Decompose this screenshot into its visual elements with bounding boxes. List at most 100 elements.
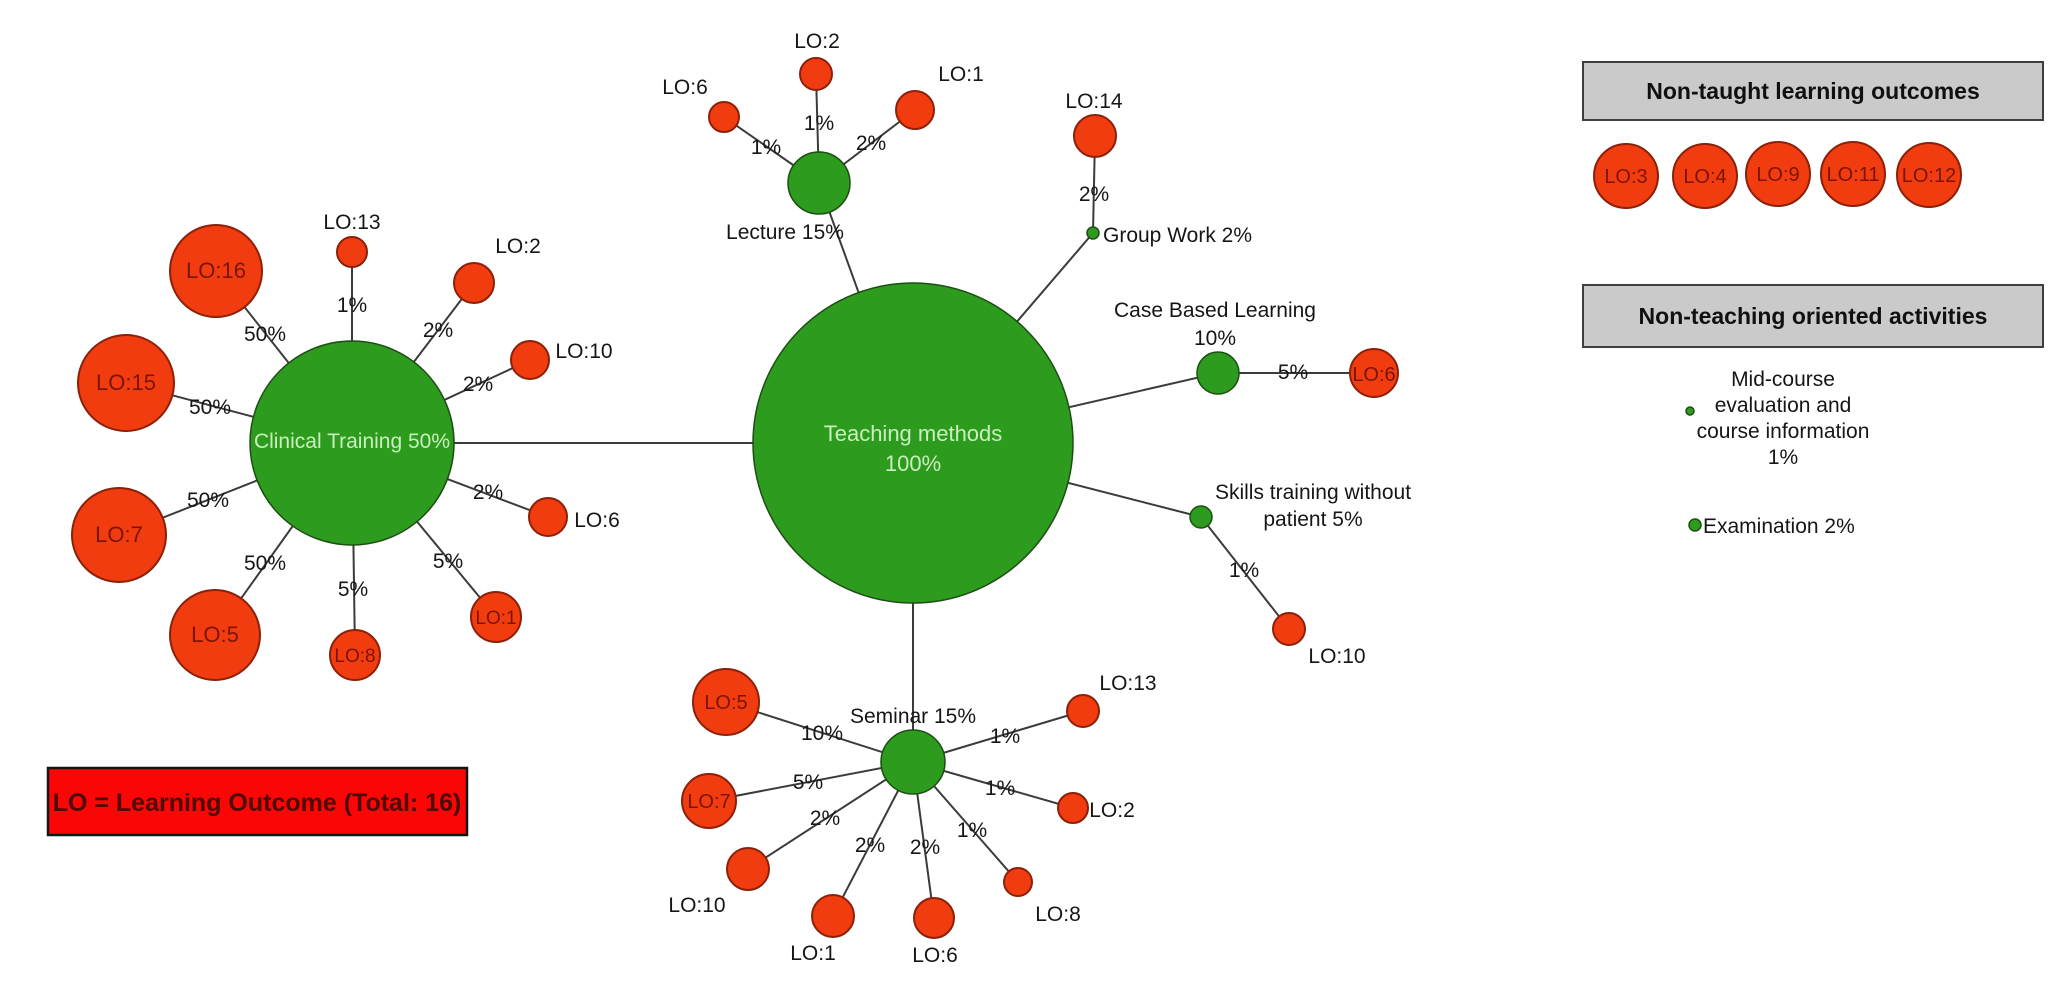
- legend-non-taught-title: Non-taught learning outcomes: [1646, 78, 1980, 104]
- node-clinical-lo16: [169, 224, 263, 318]
- clinical-lo6-label: LO:6: [574, 509, 620, 532]
- legend-lo12-label: LO:12: [1902, 165, 1956, 187]
- node-seminar-lo6: [913, 897, 955, 939]
- node-seminar-lo8: [1003, 867, 1033, 897]
- legend-non-teaching-title: Non-teaching oriented activities: [1639, 303, 1988, 329]
- seminar-lo7-label: LO:7: [687, 791, 730, 813]
- info-box: LO = Learning Outcome (Total: 16): [46, 766, 469, 837]
- legend-non-teaching: Non-teaching oriented activities Mid-cou…: [1582, 284, 2044, 538]
- groupwork-lo14-pct: 2%: [1079, 183, 1109, 206]
- seminar-lo13-pct: 1%: [990, 725, 1020, 748]
- mid-course-label-line2: evaluation and: [1715, 394, 1852, 417]
- seminar-lo2-pct: 1%: [985, 777, 1015, 800]
- casebased-lo6-label: LO:6: [1352, 364, 1395, 386]
- skills-lo10-pct: 1%: [1229, 559, 1259, 582]
- seminar-lo1-pct: 2%: [855, 834, 885, 857]
- teaching-methods-label-line2: 100%: [885, 451, 941, 476]
- node-clinical-lo5: [169, 589, 261, 681]
- skills-label-line1: Skills training without: [1215, 481, 1411, 504]
- node-clinical-lo13: [336, 236, 368, 268]
- node-seminar-lo1: [811, 894, 855, 938]
- node-seminar-lo5: [692, 668, 760, 736]
- clinical-lo1-label: LO:1: [475, 608, 516, 629]
- clinical-lo2-label: LO:2: [495, 235, 541, 258]
- node-clinical-lo7: [71, 487, 167, 583]
- node-lecture-lo6: [708, 101, 740, 133]
- lecture-lo2-pct: 1%: [804, 112, 834, 135]
- legend-lo11-label: LO:11: [1827, 164, 1880, 186]
- node-clinical-lo1: [470, 591, 522, 643]
- node-seminar-lo13: [1066, 694, 1100, 728]
- seminar-lo10-label: LO:10: [668, 894, 725, 917]
- node-seminar-lo7: [681, 773, 737, 829]
- node-clinical-lo8: [329, 629, 381, 681]
- seminar-lo8-label: LO:8: [1035, 903, 1081, 926]
- node-lecture-lo1: [895, 90, 935, 130]
- clinical-lo7-pct: 50%: [187, 489, 229, 512]
- skills-label-line2: patient 5%: [1263, 508, 1362, 531]
- clinical-lo5-pct: 50%: [244, 552, 286, 575]
- node-clinical-lo2: [453, 262, 495, 304]
- mid-course-dot: [1685, 406, 1695, 416]
- seminar-lo6-label: LO:6: [912, 944, 958, 967]
- lecture-lo1-label: LO:1: [938, 63, 984, 86]
- seminar-lo6-pct: 2%: [910, 836, 940, 859]
- node-clinical-lo15: [77, 334, 175, 432]
- edge-seminar-lo10: [747, 761, 914, 870]
- seminar-lo5-pct: 10%: [801, 722, 843, 745]
- seminar-lo1-label: LO:1: [790, 942, 836, 965]
- labels-root: Teaching methods 100% Clinical Training …: [95, 30, 1411, 967]
- clinical-lo10-label: LO:10: [555, 340, 612, 363]
- node-clinical-lo6: [528, 497, 568, 537]
- groupwork-lo14-label: LO:14: [1065, 90, 1123, 113]
- skills-lo10-label: LO:10: [1308, 645, 1365, 668]
- mid-course-label-line1: Mid-course: [1731, 368, 1835, 391]
- seminar-lo7-pct: 5%: [793, 771, 823, 794]
- seminar-lo13-label: LO:13: [1099, 672, 1156, 695]
- group-work-label: Group Work 2%: [1103, 224, 1252, 247]
- node-casebased-lo6: [1349, 348, 1399, 398]
- node-groupwork-lo14: [1073, 114, 1117, 158]
- legend-node-lo3: [1593, 143, 1659, 209]
- clinical-lo16-label: LO:16: [186, 258, 246, 283]
- legend-lo3-label: LO:3: [1604, 166, 1647, 188]
- node-skills-training: [1189, 505, 1213, 529]
- clinical-lo10-pct: 2%: [463, 373, 493, 396]
- examination-dot: [1688, 518, 1702, 532]
- node-lecture-lo2: [799, 57, 833, 91]
- lecture-lo6-label: LO:6: [662, 76, 708, 99]
- case-based-label-line2: 10%: [1194, 327, 1236, 350]
- seminar-lo2-label: LO:2: [1089, 799, 1135, 822]
- seminar-lo5-label: LO:5: [704, 692, 747, 714]
- clinical-lo7-label: LO:7: [95, 522, 143, 547]
- clinical-lo6-pct: 2%: [473, 481, 503, 504]
- clinical-training-label: Clinical Training 50%: [254, 430, 450, 453]
- node-case-based-learning: [1196, 351, 1240, 395]
- clinical-lo8-pct: 5%: [338, 578, 368, 601]
- legend-non-teaching-header-box: [1582, 284, 2044, 348]
- seminar-lo8-pct: 1%: [957, 819, 987, 842]
- nodes-root: [71, 57, 1399, 939]
- clinical-lo13-label: LO:13: [323, 211, 380, 234]
- info-box-rect: [46, 766, 469, 837]
- node-seminar-lo2: [1057, 792, 1089, 824]
- clinical-lo5-label: LO:5: [191, 622, 239, 647]
- info-box-label: LO = Learning Outcome (Total: 16): [53, 789, 462, 817]
- node-clinical-training: [249, 340, 455, 546]
- node-clinical-lo10: [510, 340, 550, 380]
- legend-node-lo12: [1896, 142, 1962, 208]
- node-skills-lo10: [1272, 612, 1306, 646]
- legend-node-lo4: [1672, 143, 1738, 209]
- mid-course-label-line3: course information: [1697, 420, 1870, 443]
- clinical-lo16-pct: 50%: [244, 323, 286, 346]
- node-teaching-methods: [752, 282, 1074, 604]
- clinical-lo1-pct: 5%: [433, 550, 463, 573]
- teaching-methods-label-line1: Teaching methods: [824, 421, 1003, 446]
- node-lecture: [787, 151, 851, 215]
- node-seminar: [880, 729, 946, 795]
- seminar-label: Seminar 15%: [850, 705, 976, 728]
- case-based-label-line1: Case Based Learning: [1114, 299, 1316, 322]
- clinical-lo15-pct: 50%: [189, 396, 231, 419]
